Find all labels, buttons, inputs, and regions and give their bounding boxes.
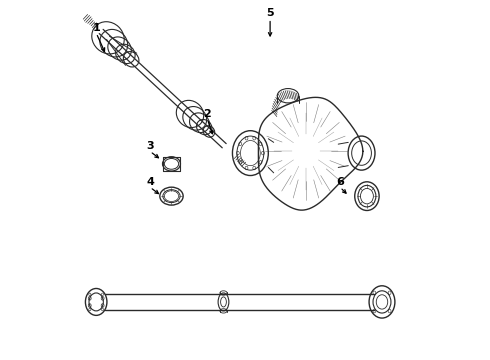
Text: 3: 3 bbox=[146, 141, 154, 151]
Text: 5: 5 bbox=[266, 8, 274, 18]
Text: 6: 6 bbox=[336, 177, 344, 187]
Text: 2: 2 bbox=[203, 109, 211, 119]
Text: 1: 1 bbox=[92, 23, 100, 33]
Text: 4: 4 bbox=[146, 177, 154, 187]
